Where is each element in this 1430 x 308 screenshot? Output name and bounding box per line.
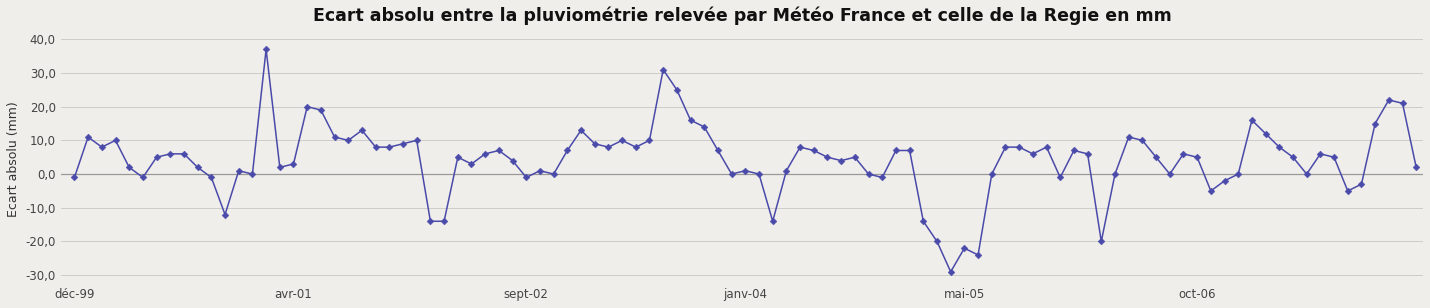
Y-axis label: Ecart absolu (mm): Ecart absolu (mm) (7, 101, 20, 217)
Title: Ecart absolu entre la pluviométrie relevée par Météo France et celle de la Regie: Ecart absolu entre la pluviométrie relev… (313, 7, 1171, 26)
